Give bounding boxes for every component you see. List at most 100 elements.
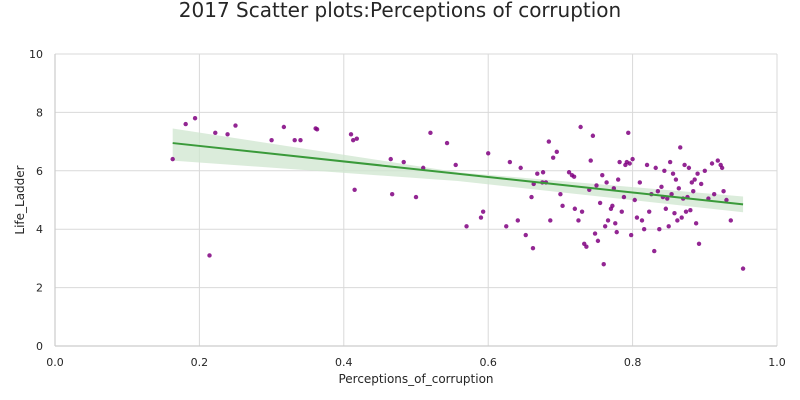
scatter-point	[711, 191, 717, 197]
scatter-point	[428, 130, 433, 136]
scatter-point	[675, 218, 680, 223]
scatter-point	[478, 215, 484, 220]
chart-title: 2017 Scatter plots:Perceptions of corrup…	[178, 0, 622, 22]
scatter-point	[691, 189, 696, 194]
scatter-point	[659, 184, 664, 190]
scatter-point	[665, 196, 670, 201]
scatter-point	[619, 209, 624, 214]
scatter-point	[453, 162, 458, 168]
scatter-point	[715, 158, 720, 163]
scatter-point	[692, 177, 697, 182]
scatter-point	[605, 218, 611, 223]
scatter-point	[584, 244, 589, 249]
scatter-point	[529, 194, 534, 200]
scatter-point	[590, 133, 596, 138]
scatter-point	[728, 218, 733, 223]
scatter-point	[721, 189, 726, 194]
scatter-point	[571, 174, 577, 179]
scatter-point	[647, 209, 652, 214]
y-tick-label: 4	[36, 223, 43, 236]
scatter-point	[653, 165, 658, 171]
scatter-point	[550, 155, 556, 160]
scatter-point	[348, 132, 354, 137]
scatter-point	[292, 137, 297, 143]
scatter-point	[666, 224, 671, 229]
scatter-point	[540, 170, 546, 175]
scatter-point	[626, 130, 631, 136]
scatter-point	[183, 121, 188, 127]
scatter-point	[518, 165, 523, 171]
scatter-point	[444, 140, 450, 146]
scatter-point	[621, 194, 627, 200]
scatter-point	[719, 165, 725, 171]
y-tick-label: 8	[36, 106, 43, 119]
data-points	[170, 116, 746, 271]
scatter-point	[213, 130, 218, 136]
scatter-point	[578, 124, 583, 130]
scatter-point	[613, 221, 618, 226]
scatter-point	[655, 189, 661, 194]
scatter-point	[170, 156, 175, 162]
scatter-point	[480, 209, 486, 214]
scatter-point	[566, 170, 572, 175]
x-tick-labels: 0.0 0.2 0.4 0.6 0.8 1.0	[46, 356, 786, 369]
scatter-point	[597, 200, 603, 206]
scatter-point	[515, 218, 521, 223]
scatter-point	[225, 132, 230, 137]
scatter-point	[639, 218, 645, 223]
scatter-point	[678, 145, 683, 150]
scatter-point	[641, 227, 647, 232]
y-tick-labels: 0 2 4 6 8 10	[29, 48, 43, 353]
x-tick-label: 0.4	[335, 356, 353, 369]
scatter-point	[523, 232, 528, 238]
x-tick-label: 0.8	[624, 356, 642, 369]
scatter-point	[389, 191, 395, 197]
scatter-point	[464, 224, 469, 229]
scatter-point	[632, 197, 637, 203]
axes-frame	[54, 54, 777, 347]
scatter-point	[667, 159, 673, 165]
scatter-point	[628, 232, 634, 238]
scatter-point	[610, 203, 615, 209]
scatter-point	[548, 218, 553, 223]
scatter-point	[689, 180, 695, 185]
scatter-point	[600, 172, 605, 178]
scatter-point	[572, 206, 578, 211]
scatter-point	[401, 159, 406, 165]
scatter-point	[652, 248, 657, 254]
scatter-point	[698, 181, 704, 187]
scatter-point	[535, 171, 540, 176]
scatter-point	[740, 266, 746, 271]
x-tick-label: 0.2	[191, 356, 209, 369]
scatter-point	[602, 224, 608, 229]
scatter-point	[670, 171, 676, 176]
scatter-point	[554, 149, 559, 155]
scatter-point	[604, 180, 609, 185]
scatter-point	[579, 209, 585, 214]
scatter-point	[696, 241, 702, 246]
y-tick-label: 10	[29, 48, 43, 61]
scatter-point	[617, 159, 622, 165]
regression-line-group	[172, 142, 744, 206]
scatter-point	[588, 158, 593, 163]
scatter-point	[558, 191, 563, 197]
scatter-point	[388, 156, 393, 162]
scatter-point	[592, 231, 598, 236]
scatter-point	[672, 210, 677, 216]
scatter-point	[233, 123, 238, 128]
scatter-point	[546, 139, 552, 144]
scatter-point	[576, 218, 581, 223]
scatter-point	[352, 187, 357, 192]
scatter-point	[688, 208, 693, 213]
scatter-point	[637, 180, 643, 185]
scatter-point	[686, 165, 692, 171]
scatter-point	[644, 162, 650, 168]
scatter-point	[634, 215, 640, 220]
scatter-point	[486, 151, 491, 156]
scatter-point	[595, 238, 601, 244]
scatter-point	[669, 191, 674, 197]
scatter-point	[682, 162, 687, 168]
scatter-point	[693, 221, 699, 226]
scatter-point	[663, 206, 669, 211]
